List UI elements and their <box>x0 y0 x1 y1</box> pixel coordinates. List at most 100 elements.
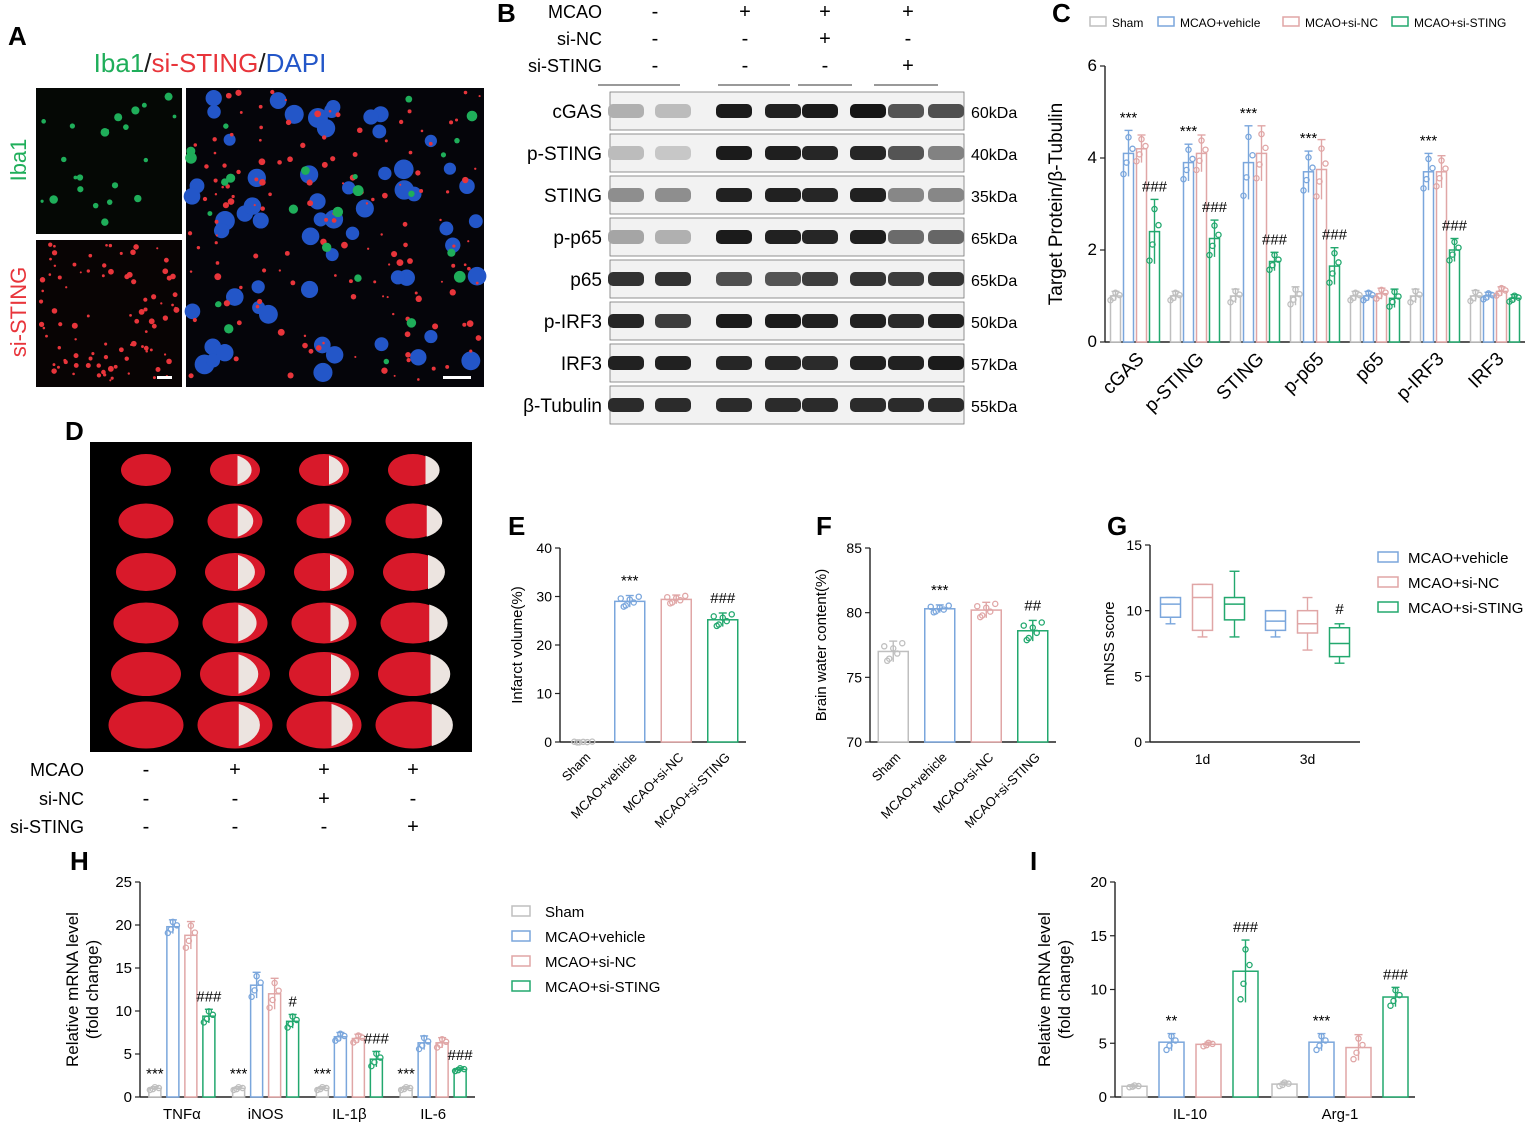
box <box>1296 609 1319 634</box>
microglia-mark <box>106 199 113 205</box>
blot-band <box>850 188 886 202</box>
sting-signal-mark <box>463 263 467 267</box>
data-point <box>1262 144 1269 152</box>
infarct-region <box>428 554 445 590</box>
microglia-mark <box>224 324 234 334</box>
y-tick-label: 0 <box>1099 1089 1107 1106</box>
treatment-sign: - <box>143 816 150 838</box>
kda-label: 40kDa <box>971 147 1017 164</box>
sting-signal-mark <box>419 188 424 193</box>
data-point <box>1356 291 1363 299</box>
data-point <box>1316 1042 1323 1049</box>
data-point <box>1136 151 1143 158</box>
x-tick-label: p-IRF3 <box>1393 349 1449 405</box>
infarct-region <box>238 604 257 642</box>
sting-signal-mark <box>202 196 208 202</box>
sting-signal-mark <box>160 302 163 305</box>
data-point <box>992 600 999 608</box>
nucleus-mark <box>309 193 326 210</box>
data-point <box>1290 296 1297 303</box>
data-point <box>173 922 181 929</box>
kda-label: 65kDa <box>971 273 1017 290</box>
data-point <box>1155 221 1162 229</box>
data-point <box>287 1020 294 1028</box>
panel-letter-d: D <box>65 416 84 446</box>
blot-band <box>655 398 691 412</box>
data-point <box>341 1032 348 1040</box>
data-point <box>271 979 278 987</box>
data-point <box>713 622 721 630</box>
legend-label: Sham <box>545 904 584 921</box>
significance-mark: ## <box>1024 597 1041 614</box>
nucleus-mark <box>225 288 244 306</box>
data-point <box>1133 157 1140 165</box>
brain-slice <box>111 652 181 696</box>
legend-label: MCAO+vehicle <box>1408 550 1508 567</box>
sting-signal-mark <box>110 376 114 380</box>
data-point <box>1489 292 1496 299</box>
box <box>1191 583 1214 632</box>
kda-label: 65kDa <box>971 231 1017 248</box>
sting-signal-mark <box>352 151 358 157</box>
infarct-region <box>238 554 255 590</box>
data-point <box>1300 187 1307 194</box>
micrograph-cells <box>38 89 487 382</box>
treatment-sign: - <box>742 55 749 77</box>
sting-signal-mark <box>371 197 375 202</box>
data-point <box>1120 170 1127 178</box>
sting-signal-mark <box>290 280 296 286</box>
bar <box>351 1037 366 1098</box>
brain-slice <box>202 602 268 644</box>
sting-signal-mark <box>56 365 60 369</box>
sting-signal-mark <box>356 127 363 134</box>
data-point <box>251 987 258 994</box>
sting-signal-mark <box>212 137 217 142</box>
sting-signal-mark <box>143 297 148 302</box>
data-point <box>1230 295 1237 303</box>
sting-signal-mark <box>213 151 217 155</box>
sting-signal-mark <box>236 169 241 175</box>
data-point <box>1353 1049 1360 1056</box>
y-axis-label: Brain water content(%) <box>813 569 830 722</box>
data-point <box>1125 134 1132 141</box>
data-point <box>930 609 938 616</box>
nucleus-mark <box>410 349 427 366</box>
nucleus-mark <box>313 362 333 382</box>
sting-signal-mark <box>449 289 456 296</box>
blot-band <box>716 104 752 118</box>
y-tick-label: 0 <box>124 1089 132 1106</box>
data-point <box>927 603 935 611</box>
nucleus-mark <box>390 270 405 285</box>
data-point <box>185 937 193 945</box>
blot-band <box>765 230 801 244</box>
sting-signal-mark <box>404 331 411 338</box>
sting-signal-mark <box>149 348 153 352</box>
blot-band <box>802 230 838 244</box>
blot-band <box>928 146 964 160</box>
treatment-sign: - <box>143 759 150 781</box>
data-point <box>314 1086 321 1094</box>
sting-signal-mark <box>439 218 442 222</box>
panel-a: Iba1/si-STING/DAPI Iba1 si-STING <box>6 48 487 387</box>
infarct-region <box>329 505 346 537</box>
data-point <box>1322 160 1329 167</box>
nucleus-mark <box>324 103 340 119</box>
sting-signal-mark <box>171 303 174 307</box>
sting-signal-mark <box>118 347 124 353</box>
data-point <box>146 1086 154 1094</box>
sting-signal-mark <box>38 321 45 328</box>
microglia-mark <box>131 106 140 115</box>
sting-signal-mark <box>287 372 294 379</box>
data-point <box>257 979 264 986</box>
bar <box>285 1020 300 1098</box>
infarct-region <box>238 703 260 747</box>
data-point <box>1269 261 1276 269</box>
y-tick-label: 70 <box>846 734 862 750</box>
treatment-sign: - <box>652 55 659 77</box>
data-point <box>1326 279 1333 286</box>
sting-signal-mark <box>415 170 421 176</box>
sting-signal-mark <box>189 270 193 273</box>
data-point <box>1420 185 1427 192</box>
y-tick-label: 4 <box>1088 148 1097 167</box>
data-point <box>1429 164 1436 172</box>
